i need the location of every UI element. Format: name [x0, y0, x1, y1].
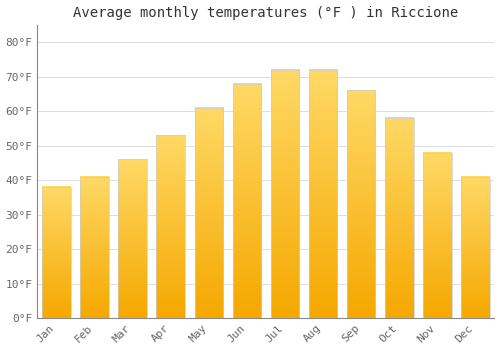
- Bar: [309, 70, 338, 318]
- Bar: [80, 177, 109, 318]
- Bar: [461, 177, 490, 318]
- Bar: [385, 118, 414, 318]
- Bar: [347, 90, 376, 318]
- Bar: [270, 70, 300, 318]
- Bar: [423, 153, 452, 318]
- Bar: [42, 187, 70, 318]
- Bar: [194, 108, 223, 318]
- Bar: [232, 84, 261, 318]
- Title: Average monthly temperatures (°F ) in Riccione: Average monthly temperatures (°F ) in Ri…: [74, 6, 458, 20]
- Bar: [118, 160, 147, 318]
- Bar: [156, 135, 185, 318]
